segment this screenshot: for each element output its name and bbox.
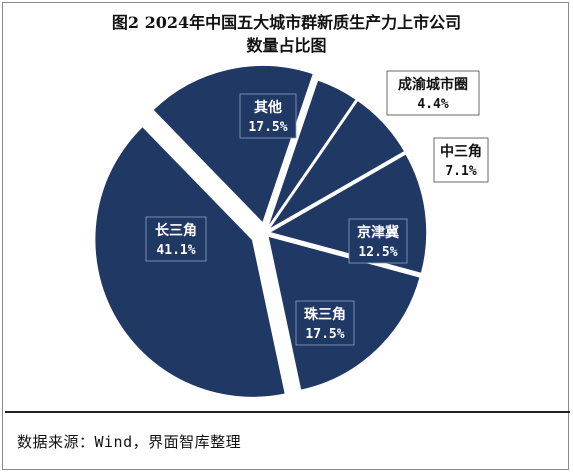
chart-title-line2: 数量占比图 — [246, 36, 327, 55]
chart-frame: 图2 2024年中国五大城市群新质生产力上市公司 数量占比图 长三角 41.1% 其… — [2, 2, 570, 470]
slice-label-1: 长三角 41.1% — [145, 216, 207, 262]
slice-label-value: 17.5% — [248, 120, 287, 135]
pie-slice-1 — [93, 125, 287, 399]
slice-label-name: 其他 — [254, 99, 282, 116]
slice-label-name: 成渝城市圈 — [398, 76, 468, 93]
slice-label-2: 其他 17.5% — [239, 93, 297, 139]
slice-label-5: 京津冀 12.5% — [348, 218, 408, 264]
slice-label-value: 4.4% — [417, 97, 448, 112]
slice-label-3: 成渝城市圈 4.4% — [386, 70, 480, 116]
slice-label-name: 珠三角 — [304, 306, 346, 323]
slice-label-4: 中三角 7.1% — [433, 137, 489, 183]
slice-label-value: 7.1% — [445, 164, 476, 179]
slice-label-value: 41.1% — [156, 243, 195, 258]
slice-label-value: 12.5% — [358, 245, 397, 260]
slice-label-name: 长三角 — [155, 222, 197, 239]
pie-slice-3 — [266, 78, 358, 230]
chart-title-line1: 图2 2024年中国五大城市群新质生产力上市公司 — [111, 13, 462, 32]
slice-label-value: 17.5% — [305, 327, 344, 342]
footer-divider — [5, 411, 570, 413]
pie-slice-4 — [267, 99, 406, 231]
pie-chart: 长三角 41.1% 其他 17.5% 成渝城市圈 4.4% 中三角 7.1% 京津冀 12.5% 珠… — [93, 64, 489, 399]
slice-label-6: 珠三角 17.5% — [295, 300, 355, 346]
source-note: 数据来源：Wind，界面智库整理 — [17, 433, 242, 451]
slice-label-name: 中三角 — [440, 143, 482, 160]
slice-label-name: 京津冀 — [357, 224, 399, 241]
